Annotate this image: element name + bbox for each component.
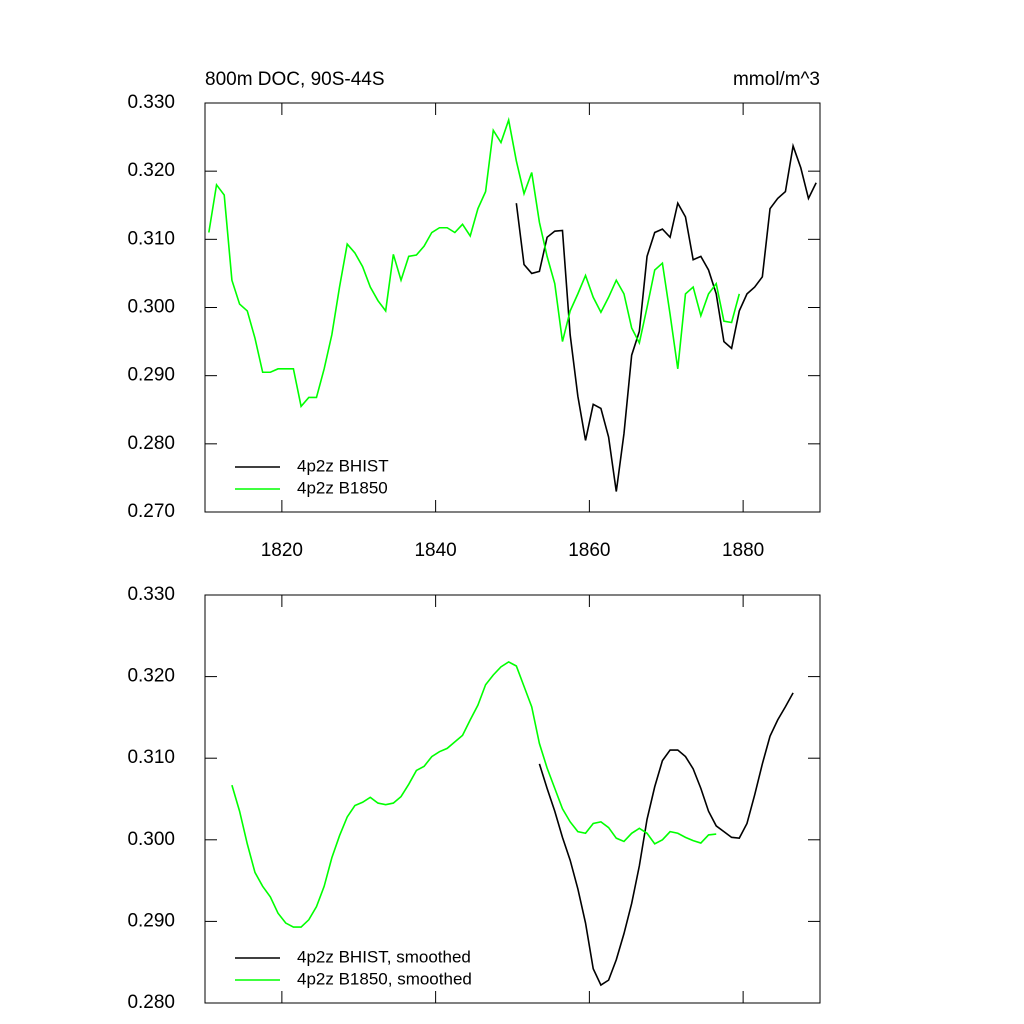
y-tick-label: 0.290 xyxy=(127,910,175,931)
y-tick-label: 0.280 xyxy=(127,433,175,454)
x-tick-label: 1880 xyxy=(722,540,764,561)
legend-label: 4p2z B1850 xyxy=(297,478,388,497)
series-line xyxy=(515,142,817,492)
y-tick-label: 0.270 xyxy=(127,501,175,522)
y-tick-label: 0.330 xyxy=(127,92,175,113)
y-tick-label: 0.290 xyxy=(127,365,175,386)
y-tick-label: 0.320 xyxy=(127,666,175,687)
y-tick-label: 0.310 xyxy=(127,747,175,768)
y-tick-label: 0.320 xyxy=(127,160,175,181)
y-tick-label: 0.300 xyxy=(127,297,175,318)
plot-frame xyxy=(204,594,821,1004)
y-tick-label: 0.330 xyxy=(127,584,175,605)
plot-frame xyxy=(204,102,821,513)
y-tick-label: 0.310 xyxy=(127,228,175,249)
x-tick-label: 1820 xyxy=(261,540,303,561)
legend-label: 4p2z B1850, smoothed xyxy=(297,969,472,988)
series-line xyxy=(231,660,717,928)
x-tick-label: 1860 xyxy=(568,540,610,561)
legend-label: 4p2z BHIST xyxy=(297,456,389,475)
legend-label: 4p2z BHIST, smoothed xyxy=(297,947,471,966)
y-tick-label: 0.280 xyxy=(127,992,175,1013)
y-tick-label: 0.300 xyxy=(127,829,175,850)
x-tick-label: 1840 xyxy=(414,540,456,561)
series-line xyxy=(208,116,741,409)
series-line xyxy=(538,692,794,987)
units-label: mmol/m^3 xyxy=(733,69,820,90)
chart-title: 800m DOC, 90S-44S xyxy=(205,69,385,90)
